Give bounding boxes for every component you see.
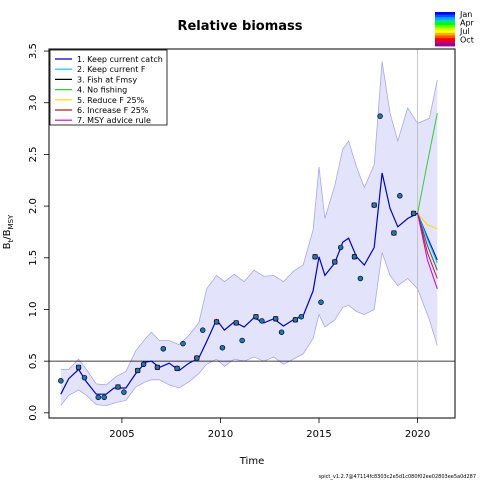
y-label-sub-t: t (7, 239, 15, 242)
season-color-band (435, 40, 455, 44)
observation-point (332, 259, 338, 265)
observation-point (397, 193, 403, 199)
observation-point (199, 327, 206, 333)
observation-point (377, 113, 383, 119)
ci-upper-line (60, 61, 438, 386)
observation-point (101, 394, 107, 401)
season-label-oct: Oct (460, 36, 474, 45)
observation-point (253, 313, 259, 320)
observation-point (75, 364, 82, 371)
season-color-band (435, 38, 455, 42)
observation-point (213, 319, 220, 325)
season-color-band (435, 43, 455, 47)
scenario-line-7 (417, 213, 438, 289)
biomass-estimate-line (60, 172, 418, 395)
observation-point (357, 275, 364, 282)
plot-area (49, 49, 455, 418)
x-tick-label: 2015 (306, 429, 331, 440)
y-tick-label: 3.5 (28, 43, 39, 59)
legend-label-2: 2. Keep current F (77, 65, 146, 74)
season-color-band (435, 25, 455, 29)
season-label-apr: Apr (460, 19, 475, 28)
observation-point (239, 337, 245, 344)
observation-point (298, 313, 305, 320)
observation-point (233, 320, 239, 326)
x-tick-label: 2010 (208, 429, 233, 440)
confidence-band (60, 61, 438, 406)
observation-point (140, 361, 147, 368)
observation-point (410, 210, 417, 217)
season-color-band (435, 35, 455, 39)
observation-point (337, 244, 344, 251)
y-axis-label: Bt/BMSY (2, 214, 15, 249)
season-color-band (435, 30, 455, 34)
y-axis: 0.0 0.5 1.0 1.5 2.0 2.5 3.0 3.5 (28, 43, 49, 421)
y-tick-label: 0.5 (28, 353, 39, 369)
observation-point (160, 345, 167, 352)
plot-frame (48, 48, 456, 419)
y-tick-label: 3.0 (28, 95, 39, 111)
y-label-b: B (2, 242, 13, 249)
scenario-line-6 (417, 213, 438, 279)
x-axis: 2005 2010 2015 2020 (109, 418, 430, 440)
observation-point (174, 365, 180, 372)
scenario-line-4 (417, 113, 438, 214)
season-color-band (435, 22, 455, 26)
season-label-jan: Jan (459, 10, 472, 19)
observation-point (272, 316, 279, 322)
season-color-band (435, 17, 455, 21)
legend-label-6: 6. Increase F 25% (77, 106, 149, 115)
observation-point (292, 317, 299, 323)
scenario-line-2 (417, 213, 438, 264)
season-color-band (435, 14, 455, 18)
season-color-band (435, 27, 455, 31)
observation-point (278, 329, 285, 335)
season-color-band (435, 32, 455, 36)
footer-version: spict_v1.2.7@47114fc8303c2e5d1c080f02ee0… (318, 474, 476, 480)
observation-point (121, 389, 127, 395)
y-tick-label: 0.0 (28, 405, 39, 421)
scenario-line-5 (417, 212, 438, 230)
observation-point (115, 384, 121, 390)
observation-point (219, 344, 226, 351)
observation-point (351, 254, 358, 260)
scenario-line-3 (417, 213, 438, 271)
season-color-band (435, 19, 455, 23)
y-label-mid: /B (2, 229, 13, 239)
legend-label-5: 5. Reduce F 25% (77, 96, 145, 105)
observation-point (81, 374, 88, 381)
season-color-band (435, 12, 455, 16)
observation-point (312, 254, 318, 260)
observation-point (318, 299, 324, 305)
x-axis-label: Time (239, 456, 264, 467)
observation-point (58, 378, 64, 384)
observation-point (391, 230, 397, 236)
season-label-jul: Jul (459, 27, 470, 36)
observation-point (154, 364, 161, 371)
legend-label-3: 3. Fish at Fmsy (77, 75, 137, 84)
y-label-sub-msy: MSY (7, 214, 15, 229)
y-tick-label: 1.5 (28, 250, 39, 266)
y-tick-label: 2.5 (28, 146, 39, 162)
y-tick-label: 1.0 (28, 302, 39, 318)
chart-title: Relative biomass (177, 19, 302, 34)
legend-label-7: 7. MSY advice rule (77, 116, 151, 125)
legend-label-4: 4. No fishing (77, 86, 127, 95)
x-tick-label: 2005 (109, 429, 134, 440)
x-tick-label: 2020 (405, 429, 430, 440)
observation-point (180, 340, 186, 347)
legend-label-1: 1. Keep current catch (77, 55, 163, 64)
observation-point (371, 202, 377, 208)
observation-point (259, 318, 265, 324)
ci-lower-line (60, 252, 438, 407)
observation-point (95, 394, 102, 401)
observation-point (134, 367, 141, 374)
y-tick-label: 2.0 (28, 198, 39, 214)
observation-point (194, 355, 200, 361)
legend-box (49, 49, 168, 126)
